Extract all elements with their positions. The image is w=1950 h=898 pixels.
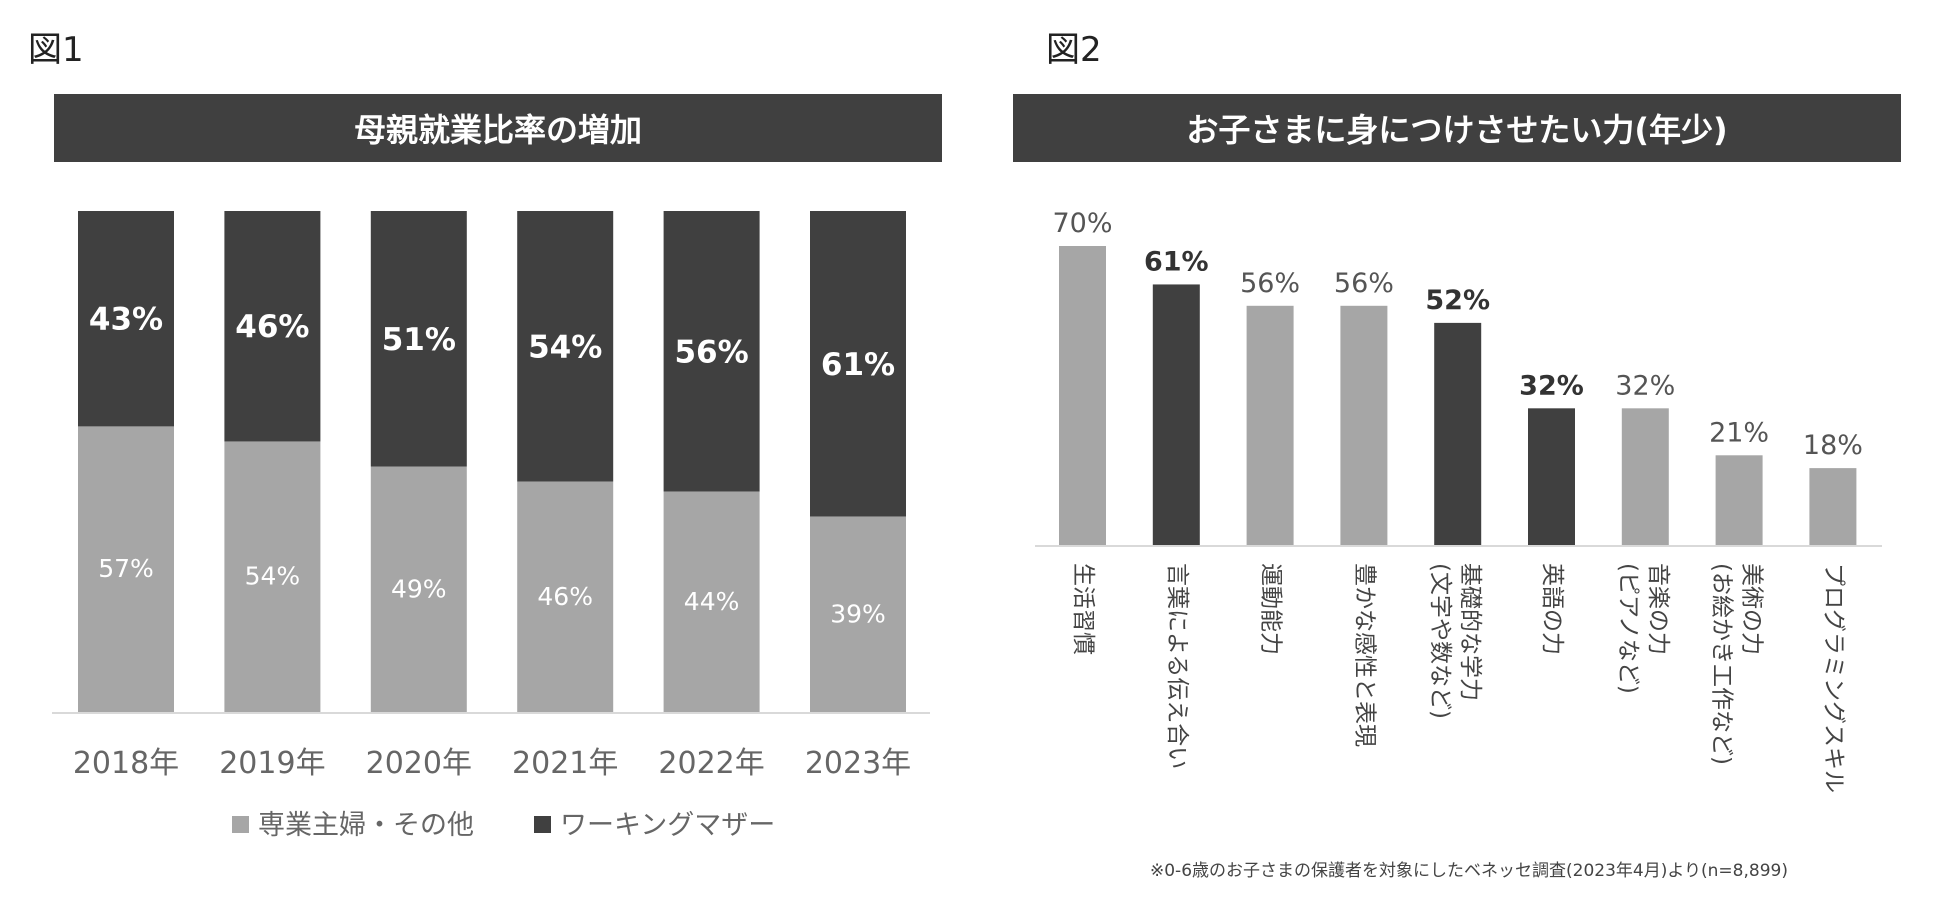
bar-housewife bbox=[224, 441, 321, 712]
x-tick-label: 基礎的な学力 bbox=[1457, 563, 1483, 701]
bar-housewife bbox=[78, 426, 174, 712]
bar-housewife bbox=[517, 481, 614, 712]
legend-swatch-housewife bbox=[232, 816, 249, 833]
bar bbox=[1246, 305, 1294, 545]
chart-1-title: 母親就業比率の増加 bbox=[54, 94, 942, 162]
data-label-housewife: 46% bbox=[537, 582, 593, 611]
x-tick-label: 生活習慣 bbox=[1070, 563, 1096, 655]
x-tick-label: (お絵かき工作など) bbox=[1709, 563, 1735, 765]
data-label-working-mother: 54% bbox=[528, 329, 602, 365]
data-label: 56% bbox=[1334, 268, 1394, 299]
data-label-housewife: 54% bbox=[245, 562, 301, 591]
x-tick-label: 2023年 bbox=[805, 746, 911, 781]
x-tick-label: (ピアノなど) bbox=[1615, 563, 1641, 694]
bar-housewife bbox=[663, 491, 760, 712]
bar-working-mother bbox=[517, 211, 614, 482]
bar bbox=[1340, 305, 1388, 545]
x-tick-label: 2021年 bbox=[512, 746, 618, 781]
data-label-housewife: 39% bbox=[830, 599, 886, 628]
bar bbox=[1152, 284, 1200, 545]
bar bbox=[1434, 322, 1482, 545]
x-tick-label: 2022年 bbox=[658, 746, 764, 781]
figure-2-label: 図2 bbox=[1046, 30, 1102, 70]
bar-working-mother bbox=[78, 211, 174, 427]
data-label: 61% bbox=[1144, 246, 1209, 277]
data-label-working-mother: 43% bbox=[89, 302, 163, 338]
legend-swatch-working-mother bbox=[534, 816, 551, 833]
bar bbox=[1528, 408, 1575, 545]
data-label-working-mother: 56% bbox=[674, 334, 748, 370]
x-tick-label: (文字や数など) bbox=[1427, 563, 1453, 719]
x-tick-label: 2020年 bbox=[366, 746, 472, 781]
bar bbox=[1059, 246, 1106, 545]
bar-housewife bbox=[810, 516, 906, 712]
data-label-housewife: 44% bbox=[684, 587, 740, 616]
bar-working-mother bbox=[370, 211, 467, 467]
data-label: 70% bbox=[1052, 208, 1112, 239]
data-label-housewife: 57% bbox=[98, 554, 154, 583]
data-label: 32% bbox=[1519, 370, 1584, 401]
data-label: 21% bbox=[1709, 417, 1769, 448]
x-tick-label: 英語の力 bbox=[1539, 563, 1565, 655]
chart-2-title: お子さまに身につけさせたい力(年少) bbox=[1013, 94, 1901, 162]
data-label-working-mother: 51% bbox=[382, 322, 456, 358]
x-tick-label: 美術の力 bbox=[1739, 563, 1765, 655]
x-tick-label: 運動能力 bbox=[1258, 563, 1284, 655]
footnote: ※0-6歳のお子さまの保護者を対象にしたベネッセ調査(2023年4月)より(n=… bbox=[1150, 861, 1788, 881]
data-label: 52% bbox=[1425, 285, 1490, 316]
legend-label-housewife: 専業主婦・その他 bbox=[258, 810, 474, 841]
data-label: 18% bbox=[1803, 430, 1863, 461]
x-tick-label: プログラミングスキル bbox=[1820, 563, 1846, 793]
x-tick-label: 2018年 bbox=[73, 746, 179, 781]
bar bbox=[1809, 468, 1857, 545]
figure-1-label: 図1 bbox=[28, 30, 84, 70]
data-label: 56% bbox=[1240, 268, 1300, 299]
bar bbox=[1621, 408, 1669, 545]
bar-working-mother bbox=[224, 211, 321, 442]
data-label: 32% bbox=[1615, 370, 1675, 401]
x-tick-label: 音楽の力 bbox=[1645, 563, 1671, 655]
data-label-housewife: 49% bbox=[391, 574, 447, 603]
bar-working-mother bbox=[810, 211, 906, 517]
data-label-working-mother: 61% bbox=[821, 347, 895, 383]
bar-housewife bbox=[370, 466, 467, 712]
x-tick-label: 2019年 bbox=[219, 746, 325, 781]
legend-label-working-mother: ワーキングマザー bbox=[560, 810, 775, 841]
x-tick-label: 言葉による伝え合い bbox=[1164, 563, 1190, 769]
bar-working-mother bbox=[663, 211, 760, 492]
bar bbox=[1715, 455, 1763, 545]
data-label-working-mother: 46% bbox=[235, 309, 309, 345]
x-tick-label: 豊かな感性と表現 bbox=[1351, 563, 1377, 747]
